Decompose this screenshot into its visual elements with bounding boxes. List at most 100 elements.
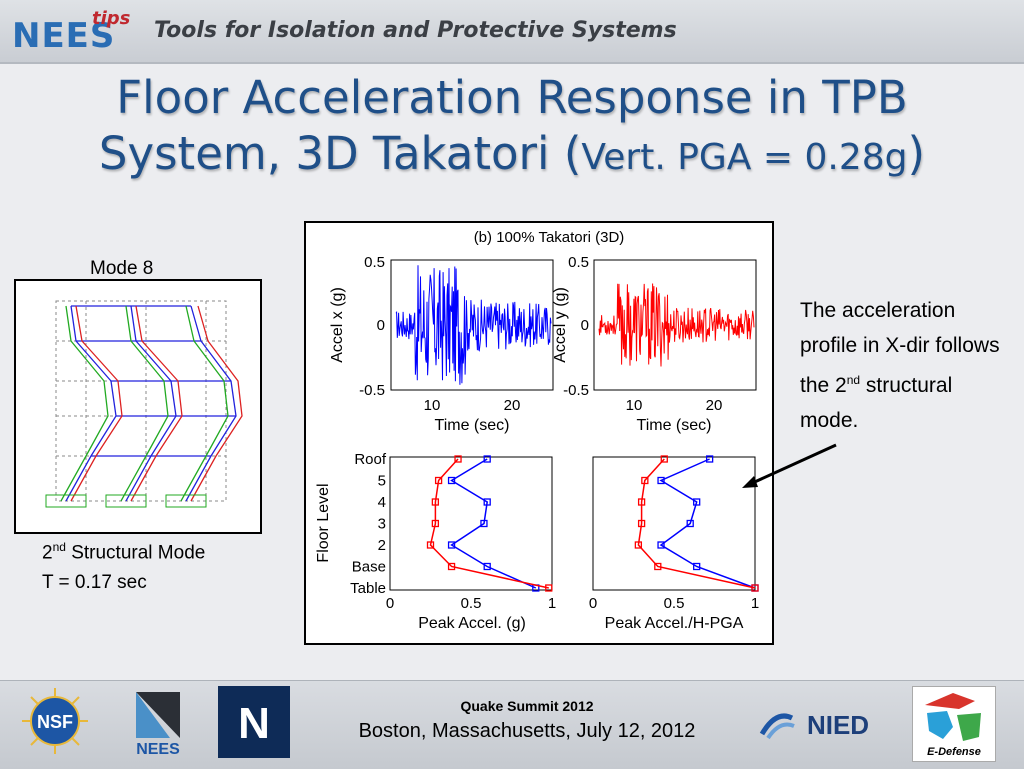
accel-y-xtick-10: 10 [626,397,643,414]
profile-point [447,562,456,571]
accel-x-xtick-20: 20 [504,397,521,414]
profile-series-line [450,458,537,589]
nevada-logo-letter: N [238,699,270,748]
profile-point [693,498,701,506]
accel-x-xtick-10: 10 [424,397,441,414]
floor-level-ylabel: Floor Level [315,483,332,562]
profile-point [480,519,488,528]
accel-y-ytick-top: 0.5 [568,254,589,271]
note-text-a: The acceleration profile in X-dir follow… [800,299,1000,397]
peak-ratio-xtick-0: 0 [589,595,597,612]
accel-x-trace [395,265,552,385]
profile-point [545,584,553,592]
event-location: Boston, Massachusetts, July 12, 2012 [358,720,696,742]
note-text-b: structural mode. [800,374,953,432]
profile-series-line [429,458,549,589]
mode-label: Mode 8 [90,258,154,279]
peak-ratio-axes [592,456,756,591]
mode-shape-figure [14,279,262,534]
profile-series-line [637,458,756,589]
peak-accel-xlabel: Peak Accel. (g) [418,615,526,632]
accel-y-xtick-20: 20 [706,397,723,414]
profile-point [447,476,456,485]
peak-accel-xtick-0: 0 [386,595,394,612]
nevada-logo: N [218,686,290,758]
response-plots-svg: (b) 100% Takatori (3D) 0.5 0 -0.5 10 20 … [315,229,759,632]
profile-point [431,498,440,506]
accel-y-trace [598,283,755,367]
accel-y-ytick-mid: 0 [581,317,589,334]
profile-point [641,476,649,485]
title-line-2-end: ) [907,127,926,180]
profile-point [431,519,440,528]
title-line-2: System, 3D Takatori (Vert. PGA = 0.28g) [30,126,994,186]
profile-point [483,562,491,571]
profile-point [634,541,643,549]
mode-caption: 2nd Structural Mode T = 0.17 sec [42,532,205,598]
header-bar [0,0,1024,64]
profile-point [657,476,665,485]
profile-point [705,455,714,463]
edefense-logo-text: E-Defense [927,746,981,758]
peak-accel-xtick-1: 1 [548,595,556,612]
mode-period: T = 0.17 sec [42,572,147,594]
profile-point [686,519,694,528]
profile-point [637,498,646,506]
floor-level-tick: 5 [378,473,386,490]
pointer-arrow [742,443,837,488]
accel-y-ylabel: Accel y (g) [552,287,569,363]
plots-title: (b) 100% Takatori (3D) [474,229,625,246]
tips-logo-text: tips [92,8,131,29]
peak-ratio-xtick-1: 1 [751,595,759,612]
profile-point [657,541,665,549]
title-line-1: Floor Acceleration Response in TPB [116,71,908,124]
note-sup: nd [846,373,861,387]
floor-level-tick: 4 [378,494,386,511]
peak-ratio-xtick-05: 0.5 [664,595,685,612]
accel-x-ytick-top: 0.5 [364,254,385,271]
mode-caption-prefix: 2 [42,542,53,564]
accel-x-ytick-mid: 0 [377,317,385,334]
mode-caption-sup: nd [52,540,66,554]
floor-level-tick: 3 [378,516,386,533]
mode-caption-line: 2nd Structural Mode [42,532,205,568]
peak-accel-axes [389,456,553,591]
response-plots-panel: (b) 100% Takatori (3D) 0.5 0 -0.5 10 20 … [304,221,774,645]
peak-accel-xtick-05: 0.5 [461,595,482,612]
accel-x-xlabel: Time (sec) [435,417,510,434]
edefense-logo-svg: E-Defense [925,693,981,758]
accel-x-ytick-bottom: -0.5 [359,382,385,399]
edefense-logo: E-Defense [912,686,996,762]
accel-y-ytick-bottom: -0.5 [563,382,589,399]
nees-logo-text: NEES [12,16,116,56]
peak-ratio-xlabel: Peak Accel./H-PGA [605,615,744,632]
profile-point [483,498,491,506]
floor-level-tick: Table [350,580,386,597]
profile-point [660,455,668,463]
nevada-logo-svg: N [238,699,270,748]
floor-level-tick: 2 [378,537,386,554]
profile-series-line [659,458,756,589]
profile-point [426,541,435,549]
nied-logo: NIED [759,710,869,740]
nied-logo-text: NIED [807,710,869,740]
profile-point [454,455,462,463]
nees-footer-logo: NEES [136,692,180,758]
accel-x-ylabel: Accel x (g) [329,287,346,363]
nsf-logo: NSF [22,688,88,754]
profile-point [751,584,759,592]
profile-point [483,455,491,463]
slide-title: Floor Acceleration Response in TPB Syste… [30,70,994,186]
floor-level-tick: Roof [354,451,387,468]
floor-level-tick: Base [352,559,386,576]
nees-footer-text: NEES [136,741,180,758]
mode-caption-rest: Structural Mode [65,542,206,564]
header-title: Tools for Isolation and Protective Syste… [154,18,677,43]
explanation-note: The acceleration profile in X-dir follow… [800,293,1000,438]
title-line-2-small: Vert. PGA = 0.28g [581,137,908,178]
profile-point [637,519,646,528]
event-name: Quake Summit 2012 [460,698,594,714]
mode-shape-svg [45,300,243,508]
accel-y-xlabel: Time (sec) [637,417,712,434]
profile-point [447,541,456,549]
